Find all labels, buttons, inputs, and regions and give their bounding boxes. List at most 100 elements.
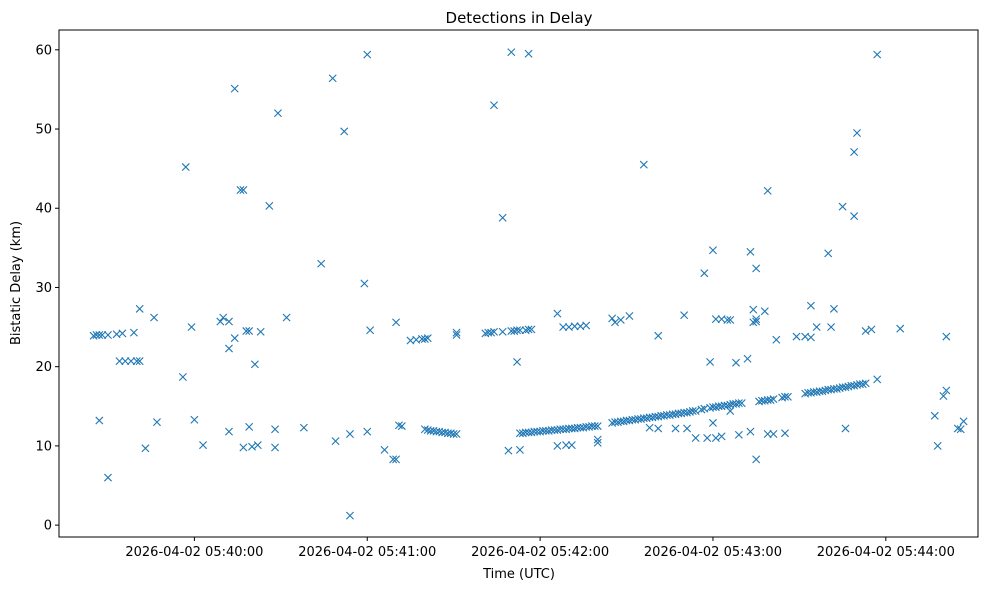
data-point (513, 357, 522, 366)
data-point (933, 441, 942, 450)
data-point (680, 311, 689, 320)
data-point (530, 427, 539, 436)
data-point (115, 357, 124, 366)
data-point (363, 427, 372, 436)
y-tick-label: 50 (35, 123, 52, 138)
data-point (763, 430, 772, 439)
data-point (873, 375, 882, 384)
data-point (752, 317, 761, 326)
data-point (827, 323, 836, 332)
data-point (515, 326, 524, 335)
data-point (152, 418, 161, 427)
data-point (711, 315, 720, 324)
data-point (691, 407, 700, 416)
data-point (858, 380, 867, 389)
data-point (792, 332, 801, 341)
data-point (230, 334, 239, 343)
data-point (135, 304, 144, 313)
data-point (559, 323, 568, 332)
y-tick-label: 20 (35, 360, 52, 375)
data-point (181, 163, 190, 172)
data-point (547, 426, 556, 435)
data-point (711, 433, 720, 442)
data-point (199, 441, 208, 450)
data-point (556, 425, 565, 434)
data-point (873, 50, 882, 59)
data-point (328, 74, 337, 83)
data-point (806, 333, 815, 342)
data-point (593, 422, 602, 431)
data-point (841, 383, 850, 392)
data-point (780, 429, 789, 438)
data-point (769, 395, 778, 404)
data-point (824, 249, 833, 258)
data-point (942, 386, 951, 395)
data-point (853, 128, 861, 137)
data-points (89, 48, 968, 520)
data-point (95, 331, 104, 339)
data-point (219, 313, 228, 322)
data-point (953, 424, 962, 433)
data-point (942, 332, 951, 341)
data-point (239, 186, 248, 195)
data-point (645, 423, 654, 432)
data-point (389, 455, 398, 464)
data-point (654, 424, 663, 433)
data-point (392, 318, 401, 327)
data-point (538, 426, 547, 435)
data-point (507, 48, 516, 57)
data-point (723, 401, 732, 410)
data-point (956, 425, 965, 434)
data-point (420, 425, 429, 434)
data-point (515, 445, 524, 454)
data-point (187, 323, 196, 332)
data-point (392, 455, 401, 464)
data-point (697, 405, 706, 414)
data-point (141, 444, 150, 453)
data-point (95, 416, 104, 425)
y-tick-label: 60 (35, 43, 52, 58)
data-point (616, 315, 625, 324)
data-point (282, 313, 291, 322)
data-point (103, 331, 112, 339)
x-tick-label: 2026-04-02 05:43:00 (644, 545, 782, 560)
data-point (271, 425, 280, 434)
data-point (527, 325, 536, 334)
data-point (838, 202, 847, 211)
data-point (256, 327, 265, 336)
data-point (524, 49, 533, 58)
data-point (683, 408, 692, 417)
data-point (420, 334, 429, 343)
data-point (570, 322, 579, 331)
data-point (829, 304, 838, 313)
data-point (553, 441, 562, 450)
data-point (380, 445, 389, 454)
data-point (850, 381, 859, 390)
data-point (273, 109, 282, 118)
data-point (567, 441, 576, 450)
x-axis-ticks: 2026-04-02 05:40:00 2026-04-02 05:41:00 20… (125, 537, 955, 560)
data-point (708, 418, 717, 427)
data-point (299, 423, 308, 432)
data-point (242, 327, 251, 336)
data-point (734, 399, 743, 408)
data-point (780, 392, 789, 401)
data-point (896, 324, 905, 333)
data-point (850, 148, 859, 156)
data-point (248, 442, 257, 451)
data-point (245, 422, 254, 431)
data-point (498, 327, 507, 336)
data-point (703, 433, 712, 442)
data-point (746, 247, 755, 256)
y-axis-label: Bistatic Delay (km) (9, 221, 24, 345)
data-point (224, 344, 233, 353)
data-point (734, 430, 743, 439)
data-point (135, 357, 144, 366)
x-axis-label: Time (UTC) (482, 567, 555, 582)
chart-title: Detections in Delay (446, 9, 593, 27)
data-point (760, 307, 769, 316)
data-point (737, 399, 746, 408)
data-point (239, 443, 248, 452)
